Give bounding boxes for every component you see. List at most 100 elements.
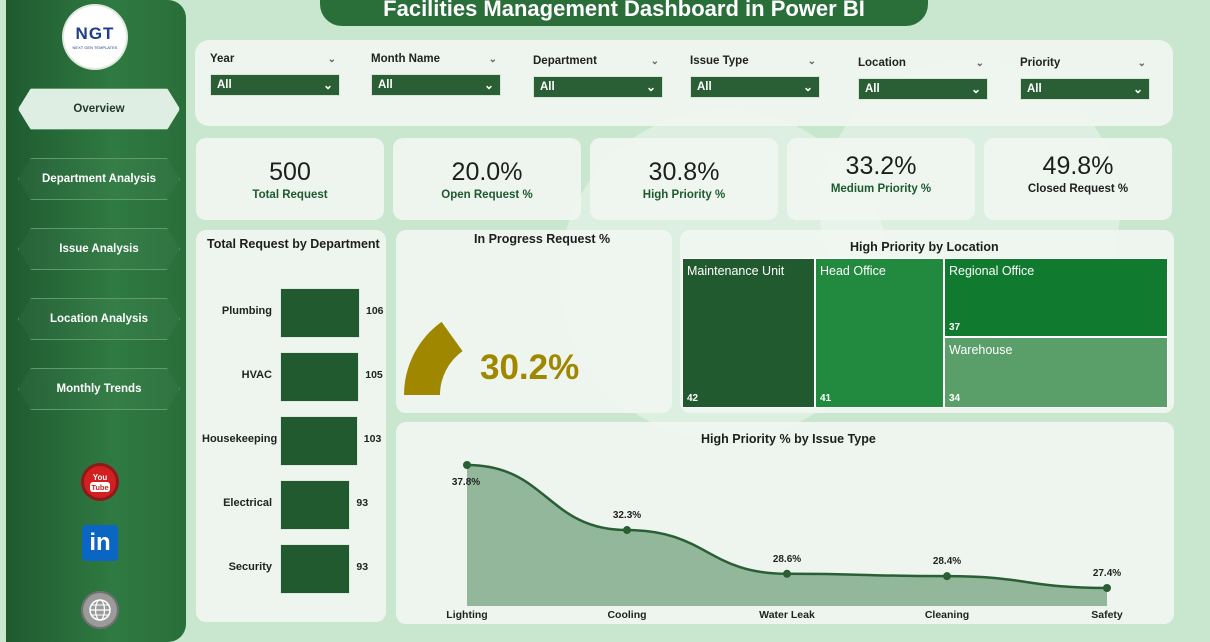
gauge-value: 30.2% [480,348,580,387]
chevron-down-icon: ⌄ [322,78,333,92]
youtube-icon[interactable]: You Tube [81,463,119,501]
kpi-value: 500 [269,158,311,186]
filter-month-name[interactable]: Month Name ⌄ All ⌄ [371,50,501,96]
nav-department-analysis[interactable]: Department Analysis [18,158,180,200]
filter-label: Department [533,55,597,67]
kpi-label: Closed Request % [1027,183,1129,195]
filter-label: Priority [1020,57,1061,69]
bar-category-label: Electrical [223,497,272,509]
data-point[interactable] [1103,584,1111,592]
issue-type-area-chart: High Priority % by Issue Type 37.8% Light… [396,422,1174,624]
data-label: 32.3% [613,510,641,521]
area-plot: 37.8% Lighting 32.3% Cooling 28.6% Water Leak… [446,461,1123,621]
data-point[interactable] [943,572,951,581]
bar[interactable] [280,544,351,594]
data-label: 28.6% [773,554,801,565]
chevron-down-icon[interactable]: ⌄ [650,55,659,67]
globe-icon[interactable] [81,591,119,629]
page-title: Facilities Management Dashboard in Power… [320,0,928,26]
data-point[interactable] [463,461,471,469]
filter-select[interactable]: All ⌄ [533,76,663,98]
filter-select[interactable]: All ⌄ [1020,78,1150,100]
gauge-arc [404,321,463,395]
svg-text:You: You [93,473,108,482]
area-fill [467,465,1107,606]
kpi-value: 33.2% [845,152,917,180]
logo-tagline: NEXT GEN TEMPLATES [72,45,118,50]
chevron-down-icon: ⌄ [970,82,981,96]
bar[interactable] [280,480,351,530]
chart-title: Total Request by Department [207,237,380,251]
logo-text: NGT [75,24,115,43]
bar-value-label: 93 [356,561,369,573]
kpi-label: Total Request [252,189,328,201]
filter-department[interactable]: Department ⌄ All ⌄ [533,52,663,98]
kpi-open-request: 20.0% Open Request % [393,138,581,220]
svg-text:Tube: Tube [91,483,108,492]
filter-label: Issue Type [690,55,749,67]
chevron-down-icon[interactable]: ⌄ [327,53,336,65]
gauge-title: In Progress Request % [474,232,611,246]
x-tick-label: Cooling [607,609,646,621]
bar[interactable] [280,416,358,466]
nav-overview[interactable]: Overview [18,88,180,130]
kpi-label: Open Request % [441,189,533,201]
in-progress-gauge: In Progress Request % 30.2% [396,230,672,413]
treemap-cell-warehouse[interactable]: Warehouse 34 [944,337,1168,408]
filter-issue-type[interactable]: Issue Type ⌄ All ⌄ [690,52,820,98]
gauge-fill [404,321,463,395]
x-tick-label: Lighting [446,609,487,621]
linkedin-icon[interactable]: in [82,525,118,561]
bar-category-label: HVAC [241,369,272,381]
chevron-down-icon: ⌄ [483,78,494,92]
filter-select[interactable]: All ⌄ [858,78,988,100]
area-line [466,463,1108,590]
bar-category-label: Security [228,561,272,573]
x-tick-label: Safety [1091,609,1123,621]
filter-select[interactable]: All ⌄ [690,76,820,98]
filter-panel: Year ⌄ All ⌄ Month Name ⌄ All ⌄ Department ⌄ … [195,40,1173,126]
nav-issue-analysis[interactable]: Issue Analysis [18,228,180,270]
bar-value-label: 106 [366,305,384,317]
kpi-closed-request: 49.8% Closed Request % [984,138,1172,220]
filter-select[interactable]: All ⌄ [371,74,501,96]
brand-logo[interactable]: NGT NEXT GEN TEMPLATES [64,6,126,68]
chevron-down-icon[interactable]: ⌄ [807,55,816,67]
filter-priority[interactable]: Priority ⌄ All ⌄ [1020,54,1150,100]
treemap-cell-regional-office[interactable]: Regional Office 37 [944,258,1168,337]
bar[interactable] [280,352,360,402]
filter-label: Location [858,57,906,69]
kpi-label: Medium Priority % [830,183,932,195]
bar-value-label: 105 [365,369,383,381]
nav-monthly-trends[interactable]: Monthly Trends [18,368,180,410]
filter-label: Year [210,53,235,65]
chevron-down-icon: ⌄ [1132,82,1143,96]
data-point[interactable] [783,569,791,578]
kpi-label: High Priority % [642,189,726,201]
kpi-value: 20.0% [451,158,523,186]
chevron-down-icon[interactable]: ⌄ [1137,57,1146,69]
kpi-medium-priority: 33.2% Medium Priority % [787,138,975,220]
nav-location-analysis[interactable]: Location Analysis [18,298,180,340]
filter-label: Month Name [371,53,440,65]
bar-category-label: Plumbing [221,305,272,317]
kpi-high-priority: 30.8% High Priority % [590,138,778,220]
x-tick-label: Cleaning [925,609,969,621]
chart-title: High Priority % by Issue Type [701,432,876,446]
bar[interactable] [280,288,360,338]
chevron-down-icon: ⌄ [645,80,656,94]
chevron-down-icon[interactable]: ⌄ [488,53,497,65]
treemap-cell-head-office[interactable]: Head Office 41 [815,258,944,408]
filter-select[interactable]: All ⌄ [210,74,340,96]
kpi-value: 49.8% [1042,152,1114,180]
kpi-value: 30.8% [648,158,720,186]
data-label: 37.8% [452,477,480,488]
filter-year[interactable]: Year ⌄ All ⌄ [210,50,340,96]
sidebar: NGT NEXT GEN TEMPLATES Overview Departme… [6,0,186,642]
treemap-cell-maintenance-unit[interactable]: Maintenance Unit 42 [682,258,815,408]
chevron-down-icon[interactable]: ⌄ [975,57,984,69]
data-point[interactable] [623,526,631,535]
filter-location[interactable]: Location ⌄ All ⌄ [858,54,988,100]
bar-value-label: 103 [363,433,382,445]
x-tick-label: Water Leak [759,609,815,621]
